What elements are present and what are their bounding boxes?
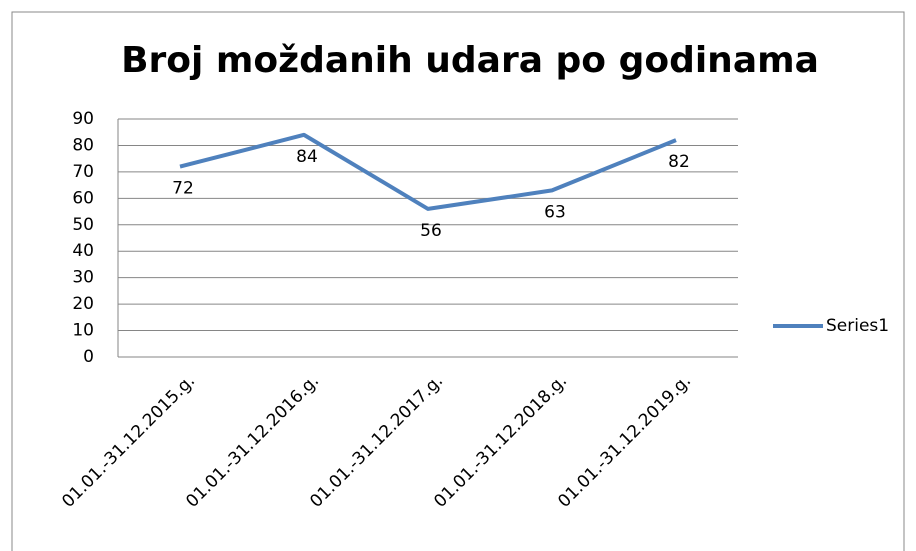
data-label: 72 <box>172 179 194 199</box>
chart-frame <box>11 11 905 551</box>
data-label: 82 <box>668 152 690 172</box>
y-tick-label: 40 <box>72 241 94 261</box>
y-tick-label: 60 <box>72 188 94 208</box>
y-tick-label: 50 <box>72 215 94 235</box>
data-label: 56 <box>420 221 442 241</box>
y-tick-label: 10 <box>72 321 94 341</box>
series-line <box>179 132 677 211</box>
y-tick-label: 0 <box>83 347 94 367</box>
data-label: 63 <box>544 202 566 222</box>
y-tick-label: 30 <box>72 268 94 288</box>
legend-label: Series1 <box>826 316 889 336</box>
data-label: 84 <box>296 147 318 167</box>
chart-title: Broj moždanih udara po godinama <box>121 40 819 81</box>
y-tick-label: 20 <box>72 294 94 314</box>
y-tick-label: 80 <box>72 135 94 155</box>
y-tick-label: 90 <box>72 109 94 129</box>
y-tick-label: 70 <box>72 162 94 182</box>
